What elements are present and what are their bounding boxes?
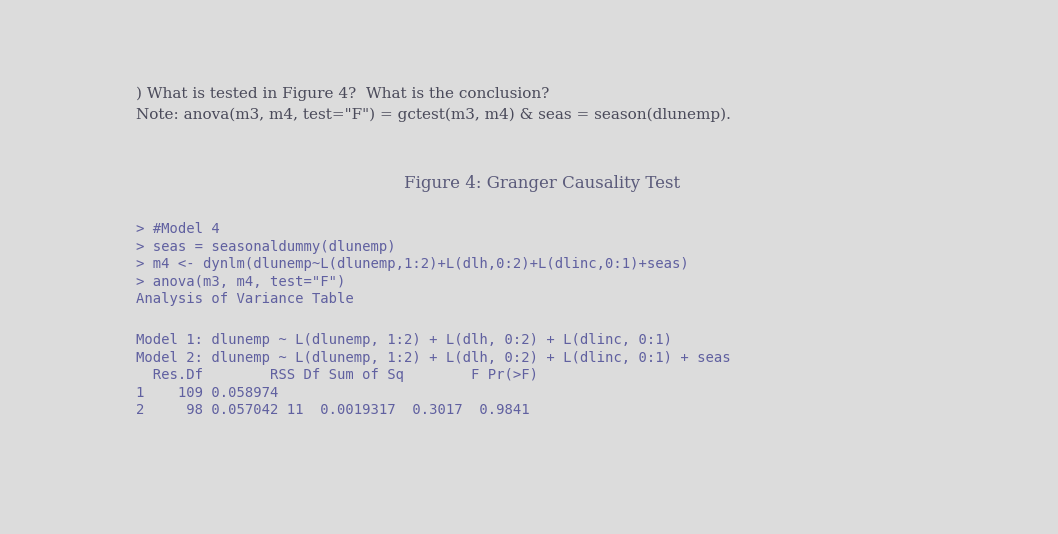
Text: > seas = seasonaldummy(dlunemp): > seas = seasonaldummy(dlunemp) (136, 240, 396, 254)
Text: Note: anova(m3, m4, test="F") = gctest(m3, m4) & seas = season(dlunemp).: Note: anova(m3, m4, test="F") = gctest(m… (136, 107, 731, 122)
Text: > #Model 4: > #Model 4 (136, 222, 220, 237)
Text: Model 2: dlunemp ~ L(dlunemp, 1:2) + L(dlh, 0:2) + L(dlinc, 0:1) + seas: Model 2: dlunemp ~ L(dlunemp, 1:2) + L(d… (136, 351, 731, 365)
Text: Analysis of Variance Table: Analysis of Variance Table (136, 292, 354, 307)
Text: 1    109 0.058974: 1 109 0.058974 (136, 386, 278, 399)
Text: ) What is tested in Figure 4?  What is the conclusion?: ) What is tested in Figure 4? What is th… (136, 87, 550, 101)
Text: Figure 4: Granger Causality Test: Figure 4: Granger Causality Test (404, 175, 680, 192)
Text: Res.Df        RSS Df Sum of Sq        F Pr(>F): Res.Df RSS Df Sum of Sq F Pr(>F) (136, 368, 539, 382)
Text: > m4 <- dynlm(dlunemp~L(dlunemp,1:2)+L(dlh,0:2)+L(dlinc,0:1)+seas): > m4 <- dynlm(dlunemp~L(dlunemp,1:2)+L(d… (136, 257, 689, 271)
Text: 2     98 0.057042 11  0.0019317  0.3017  0.9841: 2 98 0.057042 11 0.0019317 0.3017 0.9841 (136, 403, 530, 417)
Text: > anova(m3, m4, test="F"): > anova(m3, m4, test="F") (136, 275, 346, 289)
Text: Model 1: dlunemp ~ L(dlunemp, 1:2) + L(dlh, 0:2) + L(dlinc, 0:1): Model 1: dlunemp ~ L(dlunemp, 1:2) + L(d… (136, 333, 672, 348)
